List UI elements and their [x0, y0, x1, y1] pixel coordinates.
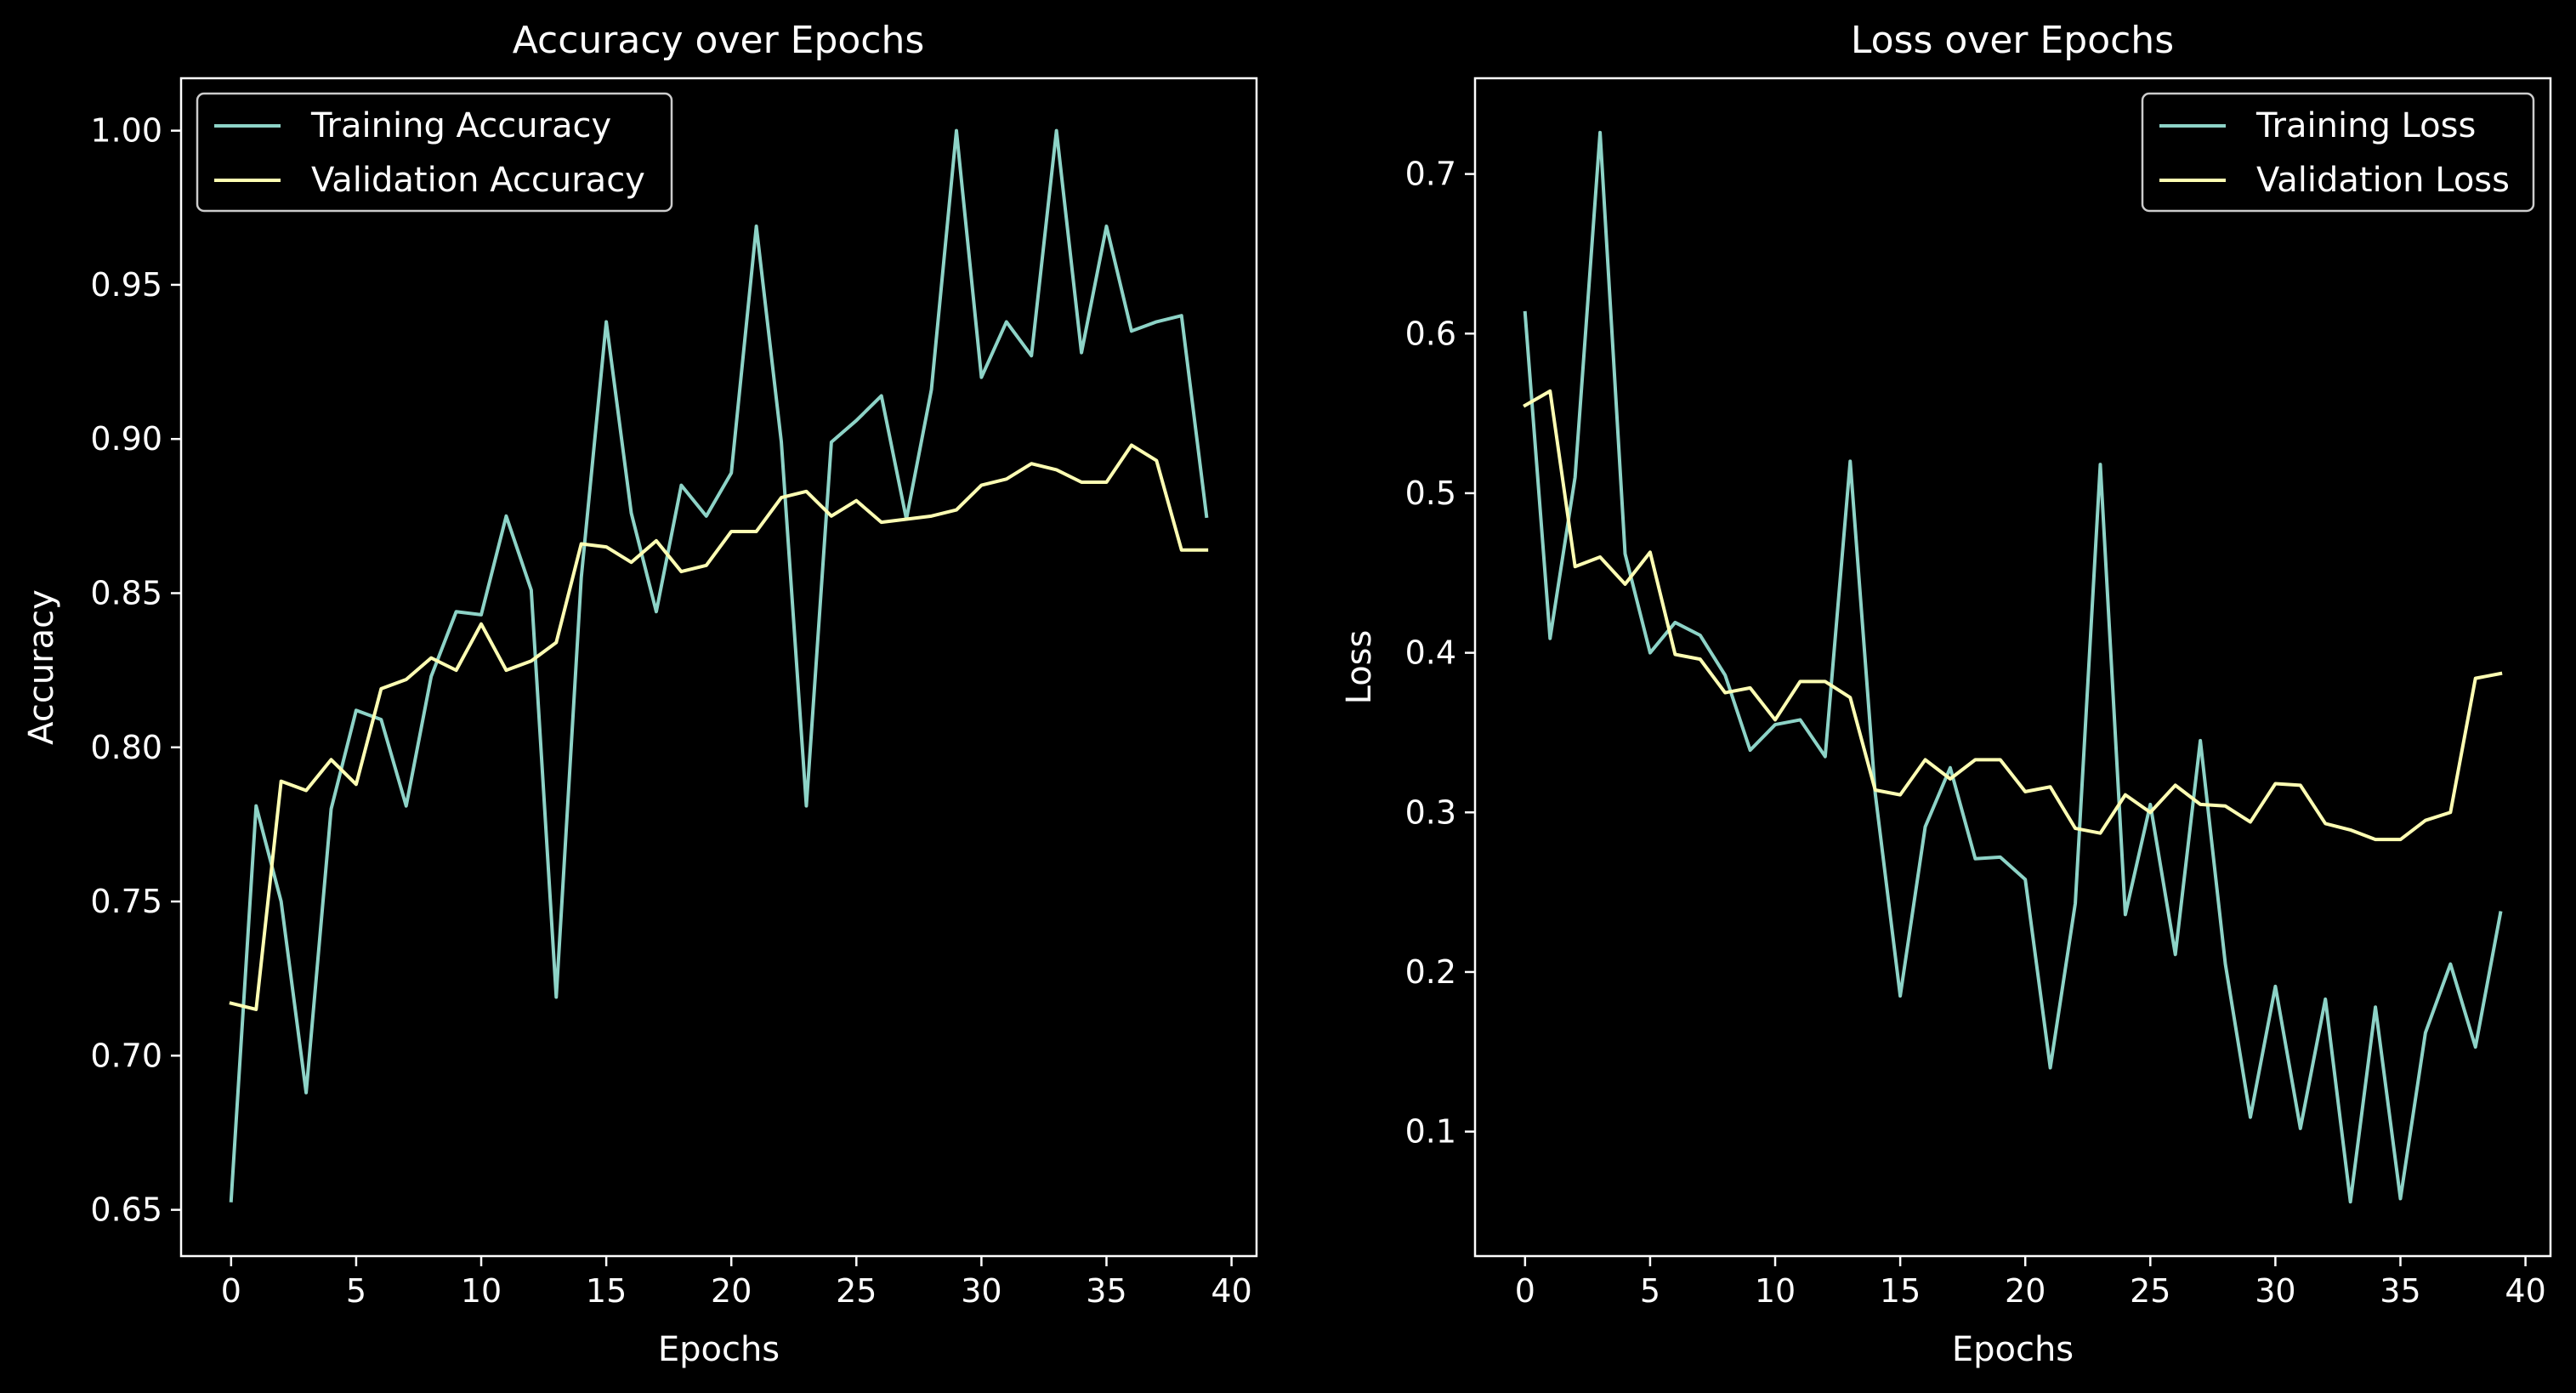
loss-y-tick-label: 0.3 [1405, 793, 1456, 831]
accuracy-y-tick-label: 0.90 [90, 420, 162, 458]
accuracy-series-training-accuracy [229, 128, 1209, 1203]
accuracy-axes-frame [179, 77, 1258, 1258]
loss-x-tick-label: 30 [2255, 1272, 2295, 1310]
loss-legend-box [2141, 92, 2535, 213]
accuracy-x-axis-label: Epochs [658, 1330, 780, 1369]
loss-y-tick-label: 0.4 [1405, 634, 1456, 672]
accuracy-x-tick-label: 0 [221, 1272, 241, 1310]
loss-x-axis-label: Epochs [1952, 1330, 2074, 1369]
accuracy-y-tick-label: 0.95 [90, 266, 162, 304]
accuracy-series-validation-accuracy [229, 443, 1209, 1011]
accuracy-legend-box [196, 92, 673, 213]
accuracy-x-tick-label: 10 [461, 1272, 502, 1310]
loss-y-tick-label: 0.1 [1405, 1113, 1456, 1151]
loss-legend-label: Training Loss [2255, 106, 2476, 145]
loss-series-training-loss [1523, 130, 2503, 1204]
loss-x-tick-label: 20 [2005, 1272, 2045, 1310]
accuracy-x-tick-label: 30 [961, 1272, 1001, 1310]
accuracy-chart-title: Accuracy over Epochs [513, 19, 925, 62]
accuracy-x-tick-label: 5 [346, 1272, 366, 1310]
loss-y-axis-label: Loss [1340, 630, 1379, 705]
loss-y-tick-label: 0.7 [1405, 156, 1456, 193]
loss-x-tick-label: 25 [2130, 1272, 2170, 1310]
loss-y-tick-label: 0.2 [1405, 953, 1456, 991]
accuracy-x-tick-label: 15 [586, 1272, 627, 1310]
loss-chart: Loss over Epochs 0 5 10 15 20 25 30 35 40 0.1 0.2 0… [1340, 19, 2552, 1369]
loss-axes-frame [1473, 77, 2552, 1258]
loss-legend: Training Loss Validation Loss [2141, 92, 2535, 213]
loss-y-tick-label: 0.6 [1405, 315, 1456, 352]
loss-legend-label: Validation Loss [2256, 161, 2510, 200]
loss-x-tick-label: 10 [1755, 1272, 1796, 1310]
accuracy-y-tick-label: 0.80 [90, 729, 162, 766]
loss-x-tick-label: 5 [1640, 1272, 1660, 1310]
accuracy-x-tick-label: 20 [711, 1272, 752, 1310]
loss-x-tick-label: 40 [2505, 1272, 2545, 1310]
accuracy-x-tick-label: 35 [1086, 1272, 1126, 1310]
accuracy-x-tick-label: 25 [836, 1272, 877, 1310]
loss-x-tick-label: 35 [2380, 1272, 2420, 1310]
accuracy-legend-label: Training Accuracy [310, 106, 611, 145]
accuracy-y-axis-label: Accuracy [22, 589, 61, 745]
accuracy-y-tick-label: 0.75 [90, 883, 162, 920]
accuracy-y-tick-label: 0.85 [90, 574, 162, 611]
loss-chart-title: Loss over Epochs [1851, 19, 2174, 62]
accuracy-x-tick-label: 40 [1211, 1272, 1251, 1310]
accuracy-y-tick-label: 0.70 [90, 1037, 162, 1074]
accuracy-chart: Accuracy over Epochs 0 5 10 15 20 25 30 35 40 0.6… [22, 19, 1258, 1369]
accuracy-legend-label: Validation Accuracy [311, 161, 645, 200]
loss-x-tick-label: 15 [1880, 1272, 1921, 1310]
accuracy-y-tick-label: 0.65 [90, 1191, 162, 1229]
accuracy-legend: Training Accuracy Validation Accuracy [196, 92, 673, 213]
loss-x-tick-label: 0 [1515, 1272, 1535, 1310]
accuracy-y-tick-label: 1.00 [90, 112, 162, 150]
loss-series-validation-loss [1523, 389, 2503, 842]
loss-y-tick-label: 0.5 [1405, 475, 1456, 512]
